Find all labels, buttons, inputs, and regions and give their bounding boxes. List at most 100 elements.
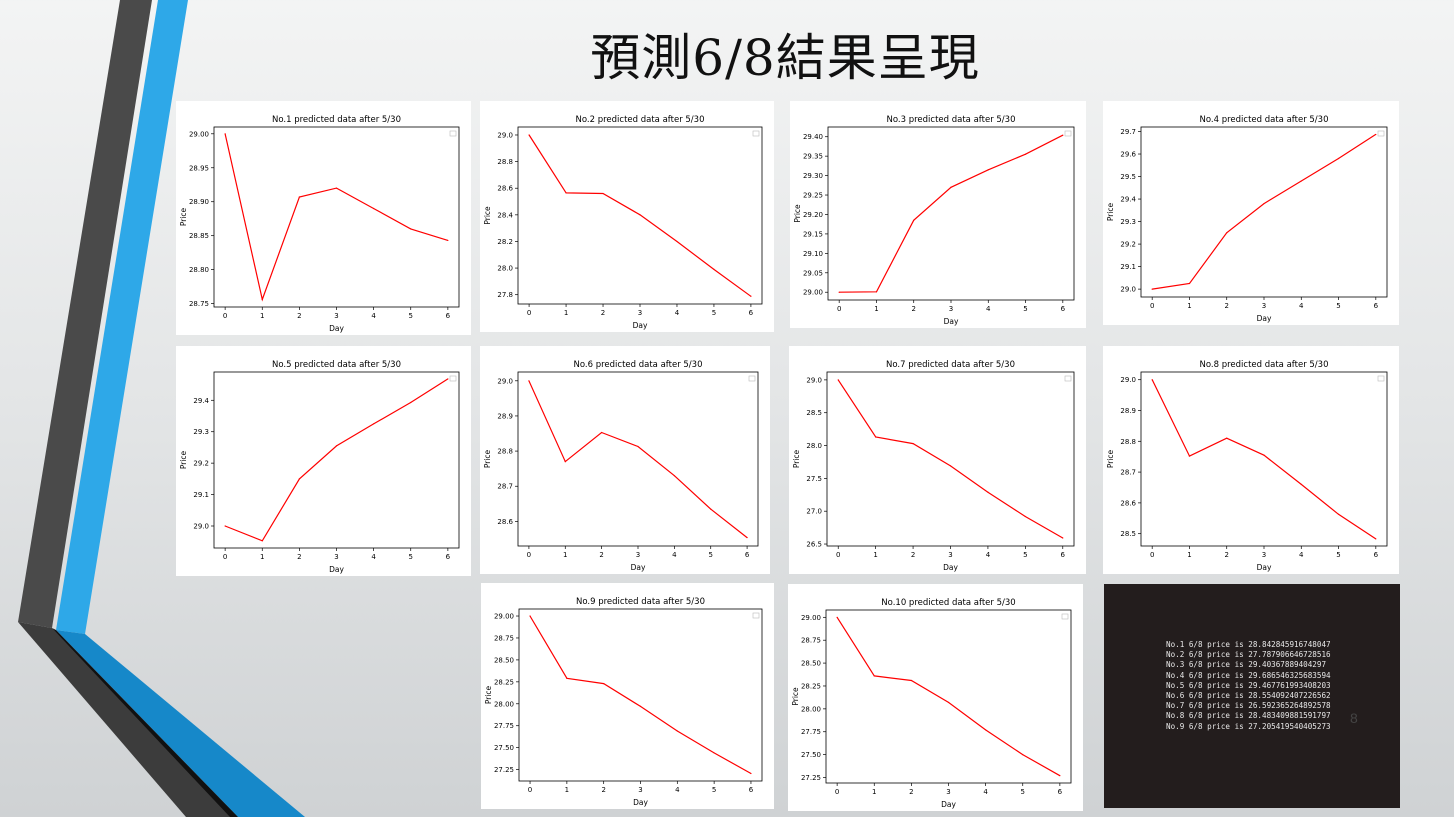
y-tick-label: 29.1 [193,491,209,499]
series-line [1151,379,1377,540]
x-tick-label: 4 [986,551,991,559]
y-tick-label: 28.9 [497,412,513,420]
x-tick-label: 2 [601,786,605,794]
x-tick-label: 3 [946,788,950,796]
legend-box [1064,130,1072,137]
y-tick-label: 28.90 [189,198,209,206]
x-tick-label: 0 [1150,551,1154,559]
line-chart: No.1 predicted data after 5/30 0 1 2 3 4 5 6 28.… [179,115,460,333]
series-line [1152,133,1377,290]
y-tick-label: 28.80 [189,266,209,274]
x-tick-label: 3 [636,551,640,559]
data-point [1024,515,1026,518]
data-point [949,465,952,467]
x-tick-label: 4 [672,551,677,559]
y-tick-label: 29.0 [497,131,513,139]
plot-frame [825,609,1072,784]
data-point [528,134,530,136]
y-tick-label: 29.4 [1120,196,1136,204]
legend-box [1377,375,1385,382]
data-point [873,675,875,677]
y-tick-label: 29.00 [801,614,821,622]
y-tick-label: 27.50 [494,744,514,752]
data-point [639,214,641,216]
y-axis-label: Price [1106,202,1115,221]
console-line: No.6 6/8 price is 28.554092407226562 [1166,691,1331,701]
x-tick-label: 1 [1187,302,1191,310]
y-tick-label: 28.4 [497,211,513,219]
data-point [1263,454,1265,456]
x-tick-label: 3 [334,312,338,320]
y-tick-label: 29.5 [1120,173,1136,181]
data-point [373,207,375,210]
data-point [750,772,752,775]
x-tick-label: 6 [1061,551,1066,559]
x-tick-label: 3 [1262,302,1266,310]
console-line: No.2 6/8 price is 27.787906646728516 [1166,650,1331,660]
y-tick-label: 27.25 [494,766,514,774]
chart-title: No.6 predicted data after 5/30 [574,360,703,370]
y-tick-label: 29.2 [1120,241,1136,249]
plot-frame [1140,371,1388,547]
data-point [373,423,375,425]
data-point [1151,379,1153,381]
y-tick-label: 28.8 [497,158,513,166]
x-tick-label: 2 [1224,551,1228,559]
x-tick-label: 3 [638,309,642,317]
x-tick-label: 0 [527,309,531,317]
legend-box [449,130,457,137]
data-point [875,436,877,438]
y-tick-label: 29.1 [1120,263,1136,271]
chart-title: No.2 predicted data after 5/30 [576,115,705,125]
x-tick-label: 5 [409,312,413,320]
x-tick-label: 0 [223,312,227,320]
x-tick-label: 2 [297,553,301,561]
y-tick-label: 27.50 [801,751,821,759]
series-line [529,615,752,775]
x-tick-label: 4 [1299,551,1304,559]
data-point [1151,288,1153,290]
x-tick-label: 2 [909,788,913,796]
y-tick-label: 26.5 [806,541,822,549]
chart-title: No.9 predicted data after 5/30 [576,597,705,607]
y-tick-label: 28.6 [497,185,513,193]
data-point [528,380,530,382]
y-tick-label: 29.7 [1120,128,1136,136]
plot-frame [517,371,759,547]
y-tick-label: 29.15 [803,230,823,238]
data-point [676,730,678,732]
data-point [447,239,449,242]
y-axis-label: Price [793,204,802,223]
y-tick-label: 28.85 [189,232,209,240]
data-point [836,616,838,618]
x-tick-label: 6 [1374,551,1379,559]
y-axis-label: Price [792,449,801,468]
x-tick-label: 0 [836,551,840,559]
x-tick-label: 2 [911,305,915,313]
data-point [564,461,566,463]
data-point [1062,537,1064,539]
plot-frame [518,608,763,782]
x-tick-label: 3 [334,553,338,561]
y-tick-label: 29.0 [1120,286,1136,294]
line-chart: No.9 predicted data after 5/30 0 1 2 3 4 5 6 27.… [484,597,763,807]
x-tick-label: 4 [371,312,376,320]
x-tick-label: 0 [223,553,227,561]
y-tick-label: 29.0 [806,376,822,384]
data-point [637,445,639,448]
chart-panel-1: No.1 predicted data after 5/30 0 1 2 3 4 5 6 28.… [176,101,471,335]
x-tick-label: 0 [528,786,532,794]
y-tick-label: 29.0 [497,377,513,385]
console-lines: No.1 6/8 price is 28.842845916748047 No.… [1166,640,1331,732]
x-tick-label: 6 [1058,788,1063,796]
chart-title: No.7 predicted data after 5/30 [886,360,1015,370]
y-tick-label: 28.75 [189,300,209,308]
data-point [602,192,604,195]
data-point [298,196,300,198]
legend-box [1377,130,1385,137]
x-tick-label: 5 [712,309,716,317]
data-point [1188,455,1191,457]
chart-panel-6: No.6 predicted data after 5/30 0 1 2 3 4 5 6 28.… [480,346,770,574]
line-chart: No.7 predicted data after 5/30 0 1 2 3 4 5 6 26.… [792,360,1075,572]
x-tick-label: 6 [446,553,451,561]
